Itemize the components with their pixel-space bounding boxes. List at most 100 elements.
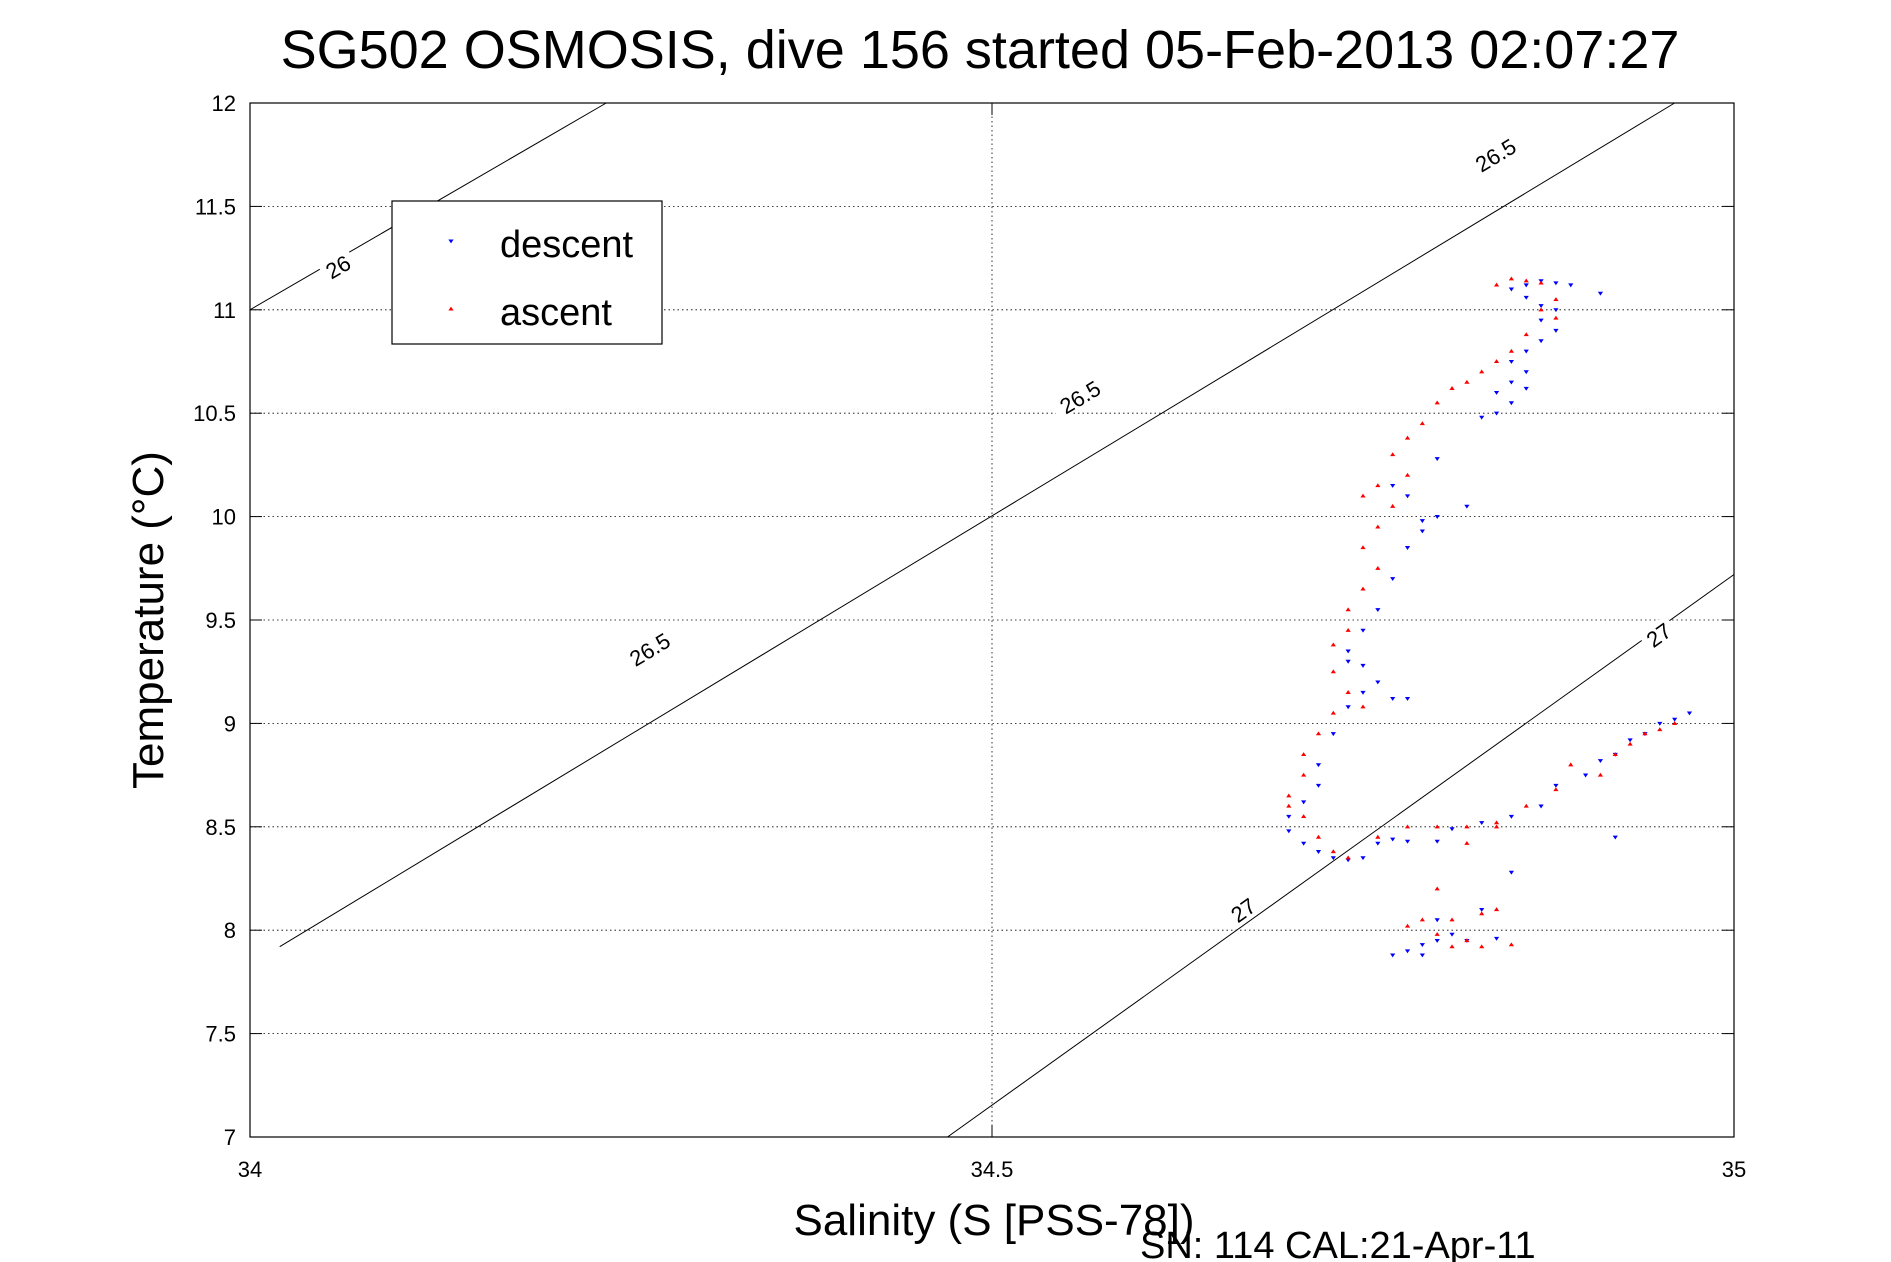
ascent-point [1404,923,1411,928]
descent-point [1523,295,1529,300]
descent-point [1286,814,1292,819]
descent-point [1390,953,1396,958]
y-tick-label: 8 [224,918,236,943]
isopycnal-label-bg [1637,615,1679,653]
ascent-point [1493,820,1500,825]
descent-point [1538,804,1544,809]
isopycnal-label-bg [317,247,358,284]
y-tick-label: 7 [224,1125,236,1150]
ascent-point [1479,369,1485,374]
descent-point [1434,839,1440,844]
ascent-point [1404,472,1411,477]
descent-point [1345,705,1351,710]
ascent-point [1553,787,1559,792]
descent-point [1523,283,1529,288]
descent-point [1345,659,1351,664]
descent-point [1360,856,1366,861]
x-tick-label: 34 [238,1157,262,1182]
descent-point [1538,339,1544,344]
ascent-point [1390,503,1396,508]
isopycnal-26.5 [279,102,1675,948]
descent-point [1449,827,1455,832]
descent-point [1390,577,1396,581]
ascent-point [1434,931,1440,936]
ascent-point [1449,386,1455,390]
descent-point [1330,856,1336,861]
legend-box [391,200,663,345]
descent-point [1360,628,1366,633]
ascent-point [1375,565,1381,570]
ascent-point [1538,307,1544,312]
descent-point [1568,283,1574,288]
legend: descent ascent [391,200,663,345]
descent-point [1493,411,1500,416]
y-tick-label: 10 [212,505,236,530]
descent-point [1583,773,1589,778]
ascent-point [1568,762,1574,767]
ascent-point [1449,944,1455,949]
ascent-point [1286,803,1292,808]
isopycnal-27 [947,574,1735,1138]
y-tick-label: 12 [212,91,236,116]
descent-point [1538,318,1544,323]
descent-point [1404,839,1411,844]
ascent-point [1464,824,1470,829]
ascent-point [1301,752,1307,756]
ascent-point [1360,493,1366,498]
descent-point [1597,291,1604,296]
chart-title: SG502 OSMOSIS, dive 156 started 05-Feb-2… [281,20,1680,80]
descent-point [1553,308,1559,313]
ascent-point [1627,741,1633,746]
ascent-point [1449,917,1455,922]
ascent-point [1538,280,1544,285]
ascent-point [1345,690,1351,694]
descent-point [1390,837,1396,842]
ascent-point [1315,731,1322,736]
descent-point [1553,783,1559,788]
descent-point [1508,870,1514,875]
ascent-point [1523,278,1529,283]
ascent-point [1553,315,1559,320]
isopycnal-label-bg [618,624,680,673]
ascent-point [1464,938,1470,943]
ascent-point [1390,452,1396,457]
ascent-point [1345,607,1351,612]
ascent-point [1360,545,1366,550]
ascent-point [1672,721,1678,725]
ascent-point [1493,359,1500,364]
ascent-point [1523,803,1529,808]
y-tick-label: 11 [213,298,236,323]
ascent-point [1508,276,1514,281]
descent-point [1404,546,1411,550]
ascent-point [1553,297,1559,302]
descent-point [1508,380,1514,385]
isopycnal-label-bg [1464,129,1526,179]
descent-point [1419,529,1425,534]
descent-point [1434,938,1440,943]
ascent-point [1375,524,1381,529]
descent-point [1686,711,1693,716]
descent-point [1538,304,1544,309]
descent-point [1508,287,1514,292]
descent-point [1493,390,1500,395]
legend-marker-ascent [448,306,454,311]
ascent-point [1404,435,1411,440]
descent-point [1553,281,1559,286]
ascent-point [1508,348,1514,353]
descent-point [1449,932,1455,937]
ascent-point [1330,710,1336,715]
descent-point [1419,953,1425,958]
ascent-point [1419,421,1425,426]
ascent-point [1301,814,1307,819]
ascent-point [1434,400,1440,405]
descent-point [1301,841,1307,846]
descent-point [1360,690,1366,695]
ascent-point [1345,855,1351,860]
descent-point [1315,783,1322,788]
descent-point [1523,370,1529,375]
ascent-point [1493,824,1500,829]
data-points [1286,276,1693,958]
y-tick-label: 7.5 [205,1022,236,1047]
ascent-point [1597,772,1604,777]
descent-point [1375,680,1381,685]
